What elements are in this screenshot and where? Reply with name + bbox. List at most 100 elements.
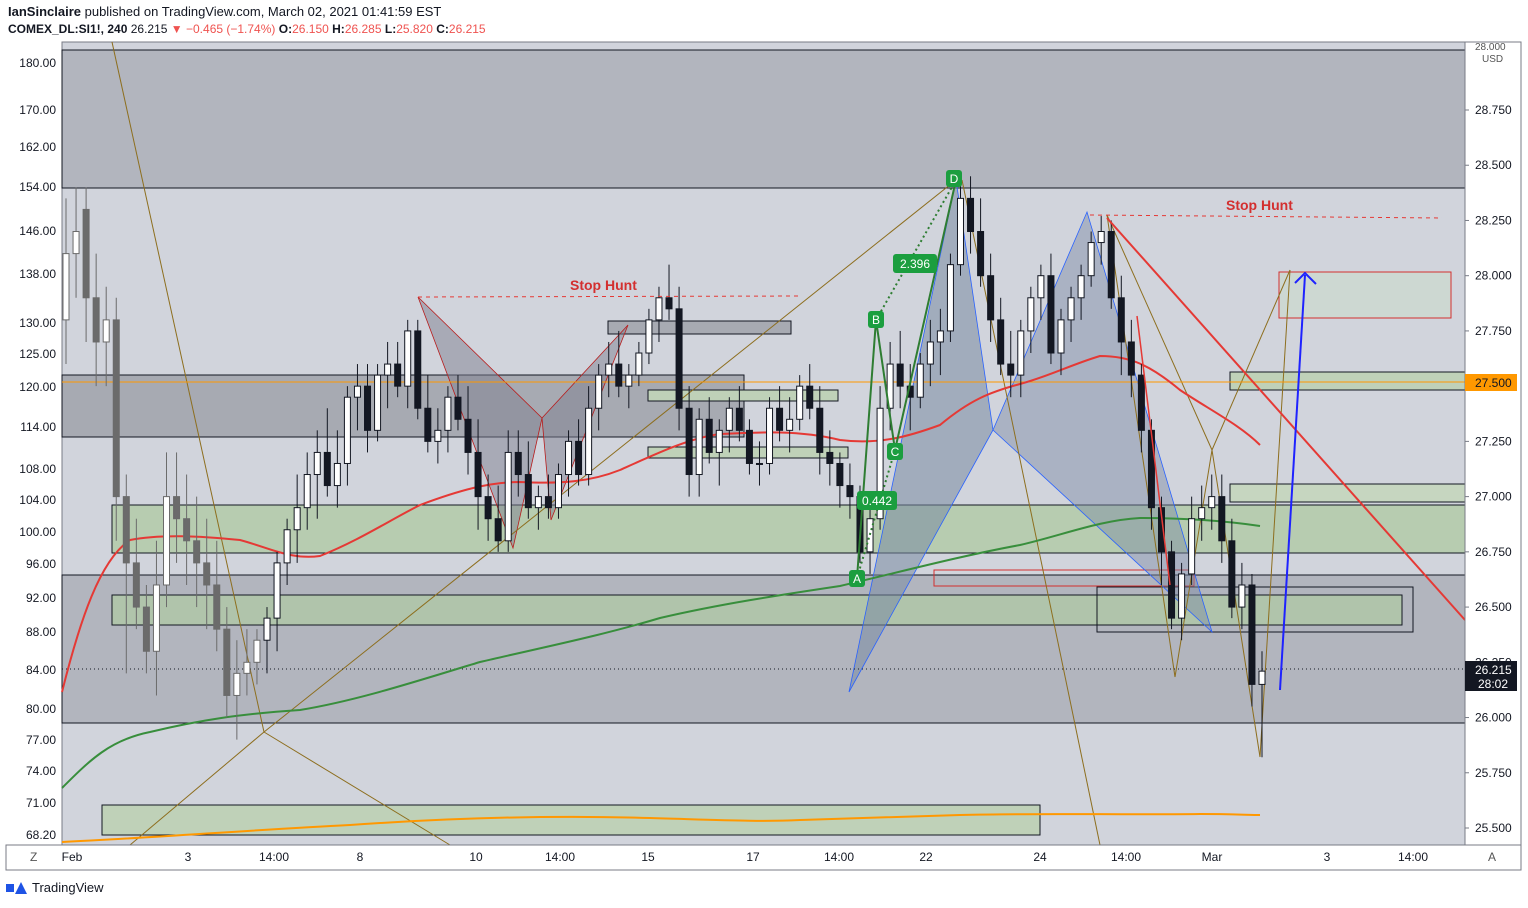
high-value: 26.285 <box>344 22 382 36</box>
candle-up <box>1057 319 1065 354</box>
target-box <box>1278 271 1452 319</box>
right-axis[interactable] <box>1464 41 1522 846</box>
candle-up <box>293 507 301 531</box>
candle-up <box>786 418 794 431</box>
svg-text:C: C <box>891 445 900 459</box>
candle-down <box>464 418 472 453</box>
candle-up <box>384 363 392 376</box>
candle-up <box>866 518 874 553</box>
ma-long-line <box>61 812 1261 843</box>
candle-down <box>1007 363 1015 376</box>
last-price: 26.215 <box>130 22 168 36</box>
candle-up <box>62 253 70 321</box>
candle-up <box>1258 670 1266 685</box>
highlight-level-tag: 27.500 <box>1465 374 1517 391</box>
candle-down <box>665 297 673 310</box>
symbol-label[interactable]: COMEX_DL:SI1!, 240 <box>8 22 128 36</box>
candle-up <box>263 617 271 641</box>
candle-up <box>956 197 964 266</box>
right-axis-unit: USD <box>1482 54 1503 65</box>
candle-down <box>544 496 552 509</box>
svg-text:A: A <box>853 572 861 586</box>
candle-down <box>1228 540 1236 608</box>
candle-down <box>705 418 713 453</box>
svg-text:B: B <box>872 313 880 327</box>
time-tick-label: 10 <box>469 850 483 864</box>
candle-down <box>213 584 221 630</box>
candle-down <box>685 407 693 476</box>
candle-down <box>846 485 854 498</box>
candle-up <box>1097 231 1105 244</box>
zoom-button[interactable]: Z <box>30 850 37 864</box>
candle-down <box>806 385 814 409</box>
candle-up <box>1077 275 1085 299</box>
candle-up <box>243 661 251 674</box>
candle-up <box>303 474 311 509</box>
candle-up <box>886 363 894 409</box>
candles-group <box>62 176 1266 758</box>
candle-down <box>776 407 784 431</box>
candle-up <box>1208 496 1216 509</box>
left-tick-label: 96.00 <box>26 557 56 571</box>
ohlc-line: COMEX_DL:SI1!, 240 26.215 ▼ −0.465 (−1.7… <box>8 22 486 36</box>
candle-down <box>1107 231 1115 299</box>
arrow-head-icon <box>1294 271 1317 285</box>
candle-up <box>374 374 382 431</box>
svg-text:27.500: 27.500 <box>1475 376 1512 390</box>
candle-up <box>595 374 603 409</box>
svg-text:2.396: 2.396 <box>900 257 930 271</box>
point-label-a: A <box>849 570 865 587</box>
ma-50-line <box>61 354 1261 693</box>
candle-up <box>273 562 281 619</box>
left-tick-label: 74.00 <box>26 764 56 778</box>
candle-up <box>434 429 442 442</box>
candle-up <box>635 352 643 376</box>
candle-up <box>152 584 160 652</box>
candle-up <box>1188 518 1196 575</box>
left-tick-label: 138.00 <box>19 267 56 281</box>
candle-down <box>173 496 181 520</box>
candle-up <box>253 639 261 663</box>
time-tick-label: Mar <box>1202 850 1223 864</box>
candle-up <box>444 396 452 431</box>
author-name[interactable]: IanSinclaire <box>8 4 81 19</box>
candle-up <box>313 451 321 476</box>
candle-up <box>916 363 924 398</box>
mid-grey-zone <box>61 374 745 438</box>
publish-line: IanSinclaire published on TradingView.co… <box>8 4 441 19</box>
candle-down <box>575 440 583 476</box>
red-arrow-line <box>1136 315 1171 586</box>
candle-down <box>474 451 482 498</box>
right-tick-label: 25.750 <box>1475 766 1512 780</box>
publish-info: published on TradingView.com, March 02, … <box>84 4 442 19</box>
candle-up <box>534 496 542 509</box>
candle-up <box>605 363 613 376</box>
auto-scale-button[interactable]: A <box>1488 850 1496 864</box>
candle-up <box>1198 507 1206 520</box>
candle-up <box>1017 330 1025 376</box>
candle-down <box>92 297 100 343</box>
candle-up <box>163 496 171 586</box>
time-axis[interactable] <box>5 844 1522 871</box>
right-tick-label: 28.750 <box>1475 103 1512 117</box>
candle-down <box>1168 551 1176 619</box>
candle-up <box>233 672 241 696</box>
price-change: −0.465 (−1.74%) <box>186 22 276 36</box>
candle-up <box>725 407 733 431</box>
stop-hunt-label-2: Stop Hunt <box>1226 197 1293 213</box>
time-tick-label: 17 <box>746 850 760 864</box>
left-tick-label: 125.00 <box>19 347 56 361</box>
tradingview-logo-icon <box>6 881 28 895</box>
abcd-ac-dotted <box>856 449 896 579</box>
tradingview-brand[interactable]: TradingView <box>6 880 104 895</box>
candle-down <box>223 628 231 696</box>
ratio-label-1: 0.442 <box>857 491 897 510</box>
high-label: H: <box>332 22 345 36</box>
left-tick-label: 108.00 <box>19 462 56 476</box>
candle-up <box>102 319 110 343</box>
time-tick-label: 14:00 <box>545 850 575 864</box>
candle-down <box>454 396 462 420</box>
left-tick-label: 114.00 <box>20 420 56 434</box>
left-tick-label: 80.00 <box>26 702 56 716</box>
